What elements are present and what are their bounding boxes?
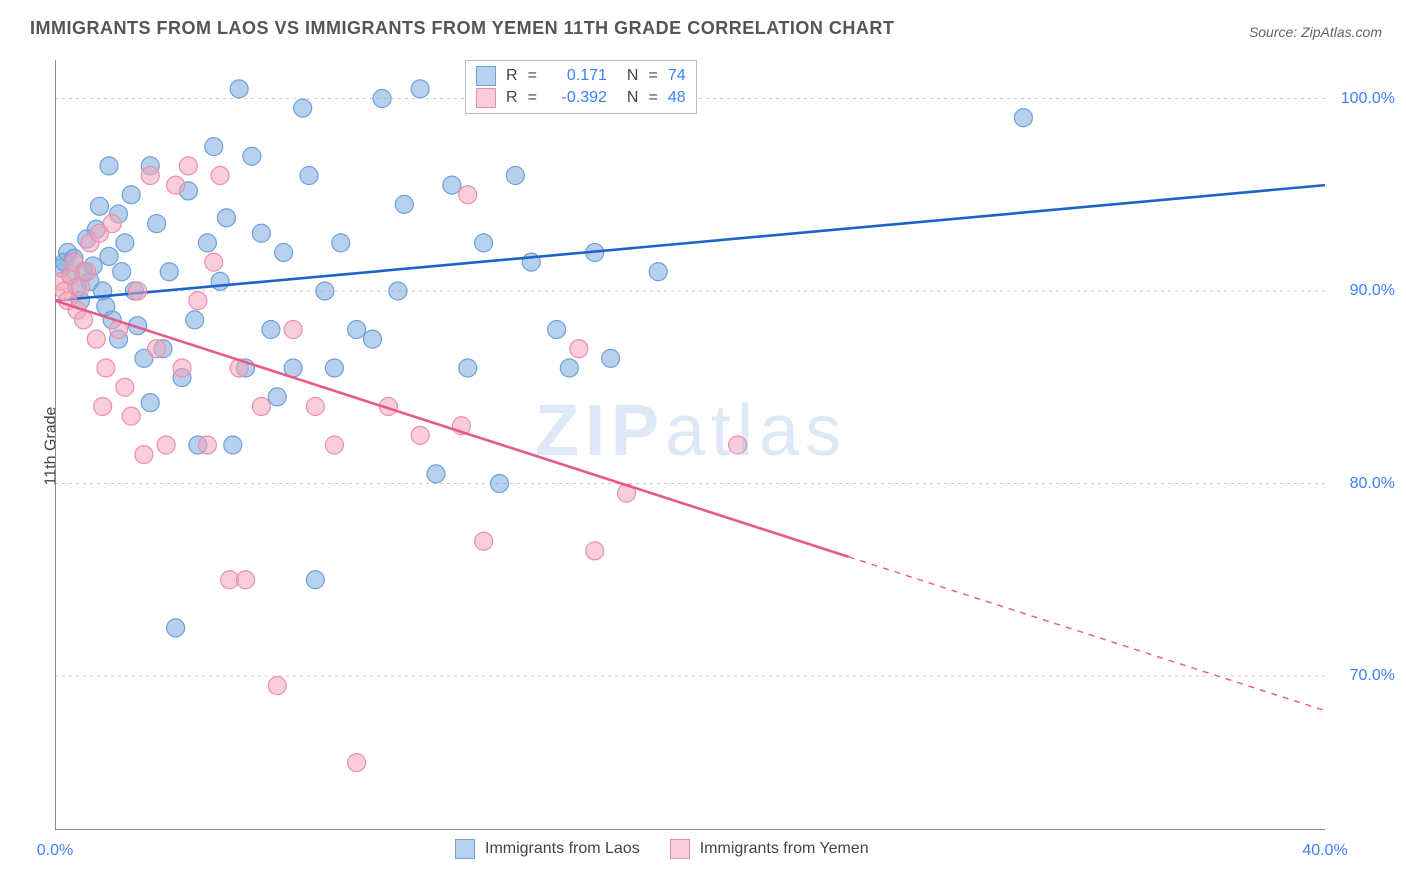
legend-r-label: R	[506, 87, 518, 109]
legend-series-label: Immigrants from Laos	[485, 838, 640, 860]
y-tick-label: 70.0%	[1350, 667, 1395, 685]
plot-area: ZIPatlas R=0.171N=74R=-0.392N=48 Immigra…	[55, 60, 1325, 830]
y-tick-label: 100.0%	[1341, 90, 1395, 108]
legend-series: Immigrants from Laos Immigrants from Yeme…	[455, 838, 869, 860]
legend-swatch	[476, 66, 496, 86]
legend-n-label: N	[627, 87, 639, 109]
source-credit: Source: ZipAtlas.com	[1249, 24, 1382, 40]
chart-title: IMMIGRANTS FROM LAOS VS IMMIGRANTS FROM …	[30, 18, 894, 39]
legend-series-item: Immigrants from Laos	[455, 838, 640, 860]
legend-swatch	[670, 839, 690, 859]
legend-eq: =	[528, 87, 537, 109]
legend-swatch	[476, 88, 496, 108]
legend-eq: =	[528, 65, 537, 87]
legend-n-value: 48	[668, 87, 686, 109]
y-tick-label: 90.0%	[1350, 282, 1395, 300]
legend-correlation: R = 0.171 N = 74 R = -0.392 N = 48	[465, 60, 697, 114]
x-tick-label: 40.0%	[1302, 842, 1347, 860]
legend-n-label: N	[627, 65, 639, 87]
legend-correlation-row: R = -0.392 N = 48	[476, 87, 686, 109]
legend-swatch	[455, 839, 475, 859]
legend-eq: =	[648, 87, 657, 109]
legend-r-value: 0.171	[547, 65, 607, 87]
legend-r-label: R	[506, 65, 518, 87]
legend-series-item: Immigrants from Yemen	[670, 838, 869, 860]
legend-series-label: Immigrants from Yemen	[700, 838, 869, 860]
chart-container: IMMIGRANTS FROM LAOS VS IMMIGRANTS FROM …	[0, 0, 1406, 892]
legend-r-value: -0.392	[547, 87, 607, 109]
x-tick-label: 0.0%	[37, 842, 73, 860]
scatter-svg	[55, 60, 1325, 830]
legend-n-value: 74	[668, 65, 686, 87]
y-tick-label: 80.0%	[1350, 475, 1395, 493]
legend-correlation-row: R = 0.171 N = 74	[476, 65, 686, 87]
legend-eq: =	[648, 65, 657, 87]
